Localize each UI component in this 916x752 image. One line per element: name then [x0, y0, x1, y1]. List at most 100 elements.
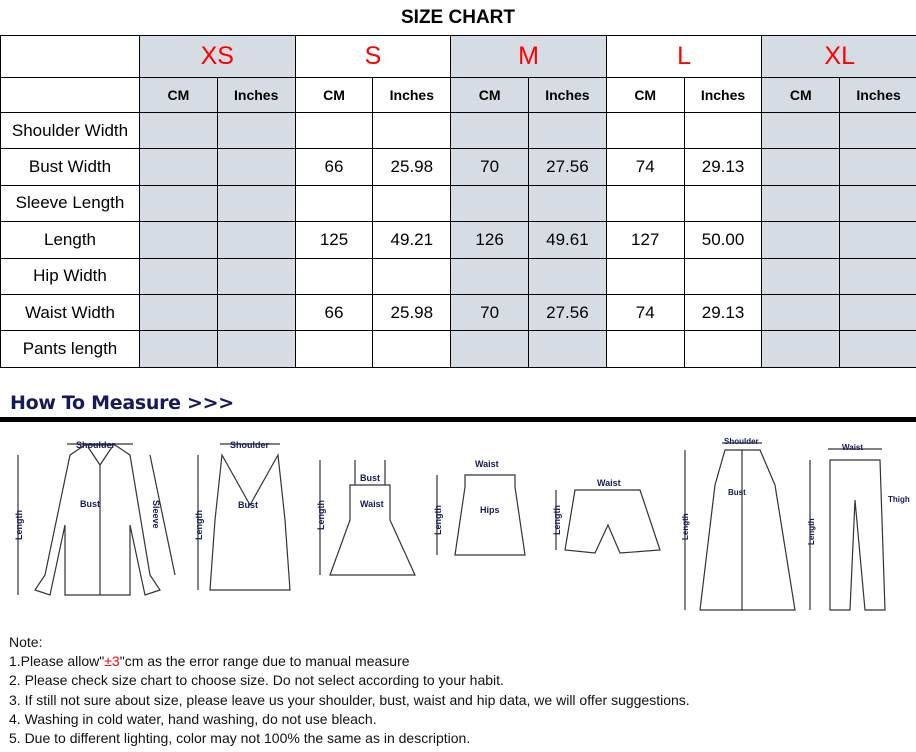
unit-header: CM — [294, 77, 374, 113]
unit-header: Inches — [216, 77, 296, 113]
value-cell: 70 — [450, 293, 529, 332]
label-length: Length — [194, 510, 204, 540]
how-to-measure-heading: How To Measure >>> — [10, 392, 234, 414]
unit-header: CM — [605, 77, 685, 113]
value-cell — [761, 111, 841, 150]
value-cell — [372, 184, 452, 223]
note-2: 2. Please check size chart to choose siz… — [9, 672, 504, 689]
page-title: SIZE CHART — [401, 7, 515, 28]
value-cell — [528, 330, 607, 368]
value-cell: 125 — [294, 221, 374, 259]
label-length: Length — [552, 505, 562, 535]
value-cell — [839, 111, 916, 150]
value-cell — [528, 257, 607, 295]
value-cell — [839, 293, 916, 332]
value-cell — [761, 148, 841, 186]
value-cell: 126 — [450, 221, 529, 259]
value-cell: 27.56 — [528, 148, 607, 186]
label-bust: Bust — [728, 488, 746, 497]
value-cell — [683, 184, 763, 223]
unit-header: Inches — [683, 77, 763, 113]
size-header: L — [605, 35, 763, 78]
unit-header-row: CM Inches CM Inches CM Inches CM Inches CM Inches — [0, 77, 916, 113]
tank-illustration — [197, 443, 291, 591]
value-cell — [372, 330, 452, 368]
dress-illustration — [319, 460, 416, 576]
label-waist: Waist — [475, 459, 499, 469]
value-cell — [450, 257, 529, 295]
value-cell — [216, 111, 296, 150]
row-label: Length — [0, 221, 140, 259]
value-cell: 29.13 — [683, 293, 763, 332]
value-cell — [216, 184, 296, 223]
note-5: 5. Due to different lighting, color may … — [9, 730, 471, 747]
row-label: Shoulder Width — [0, 111, 140, 150]
value-cell — [605, 330, 685, 368]
table-row: Bust Width 66 25.98 70 27.56 74 29.13 — [0, 148, 916, 186]
unit-header: CM — [761, 77, 841, 113]
corner-cell — [0, 77, 140, 113]
label-length: Length — [316, 500, 326, 530]
notes-heading: Note: — [9, 634, 43, 650]
value-cell — [450, 184, 529, 223]
value-cell — [605, 257, 685, 295]
label-sleeve: Sleeve — [151, 500, 161, 529]
value-cell — [450, 111, 529, 150]
table-row: Pants length — [0, 330, 916, 368]
table-row: Sleeve Length — [0, 184, 916, 223]
value-cell — [761, 330, 841, 368]
value-cell: 74 — [605, 148, 685, 186]
value-cell — [139, 257, 218, 295]
value-cell — [839, 221, 916, 259]
note-3: 3. If still not sure about size, please … — [9, 691, 690, 708]
divider — [0, 417, 916, 422]
value-cell — [839, 330, 916, 368]
label-shoulder: Shoulder — [724, 437, 759, 446]
label-length: Length — [807, 518, 816, 545]
label-length: Length — [14, 510, 24, 540]
unit-header: Inches — [528, 77, 607, 113]
table-row: Hip Width — [0, 257, 916, 295]
value-cell — [761, 257, 841, 295]
label-waist: Waist — [842, 443, 863, 452]
size-header: XS — [139, 35, 296, 78]
shorts-illustration — [555, 489, 661, 554]
value-cell — [761, 293, 841, 332]
value-cell: 50.00 — [683, 221, 763, 259]
label-waist: Waist — [597, 478, 621, 488]
value-cell — [839, 184, 916, 223]
size-header: S — [294, 35, 452, 78]
value-cell — [139, 111, 218, 150]
note-1-tolerance: ±3 — [104, 653, 120, 670]
value-cell: 127 — [605, 221, 685, 259]
value-cell — [372, 257, 452, 295]
value-cell — [761, 184, 841, 223]
value-cell — [294, 330, 374, 368]
value-cell — [605, 111, 685, 150]
value-cell: 66 — [294, 148, 374, 186]
value-cell — [139, 148, 218, 186]
value-cell — [139, 330, 218, 368]
value-cell — [216, 293, 296, 332]
row-label: Waist Width — [0, 293, 140, 332]
value-cell: 27.56 — [528, 293, 607, 332]
value-cell — [294, 111, 374, 150]
value-cell — [216, 221, 296, 259]
value-cell — [683, 257, 763, 295]
value-cell — [683, 111, 763, 150]
measurement-illustrations: Shoulder Bust Sleeve Length Shoulder Bus… — [14, 437, 910, 611]
value-cell: 25.98 — [372, 148, 452, 186]
note-1: 1.Please allow"±3"cm as the error range … — [9, 652, 690, 671]
note-1-text-end: "cm as the error range due to manual mea… — [119, 653, 410, 670]
value-cell — [139, 221, 218, 259]
value-cell — [216, 257, 296, 295]
row-label: Sleeve Length — [0, 184, 140, 223]
value-cell — [528, 184, 607, 223]
size-header: XL — [761, 35, 916, 78]
label-hips: Hips — [480, 505, 500, 515]
size-header-row: XS S M L XL — [0, 35, 916, 78]
label-shoulder: Shoulder — [230, 440, 269, 450]
value-cell — [683, 330, 763, 368]
value-cell: 74 — [605, 293, 685, 332]
table-row: Length 125 49.21 126 49.61 127 50.00 — [0, 221, 916, 259]
